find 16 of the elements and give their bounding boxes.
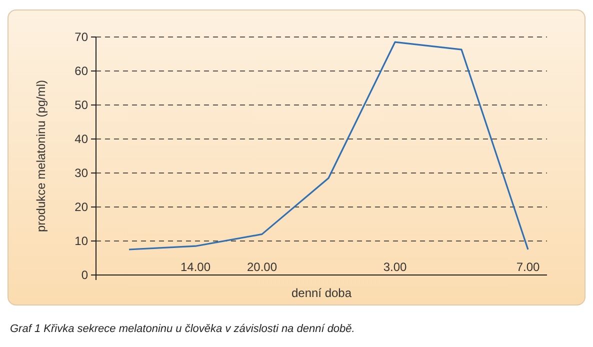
y-tick-label: 0 xyxy=(81,268,88,282)
line-series xyxy=(128,41,529,250)
y-tick-label: 20 xyxy=(74,200,88,214)
x-tick-label: 20.00 xyxy=(246,260,278,274)
y-tick-label: 40 xyxy=(74,132,88,146)
y-tick-label: 50 xyxy=(74,98,88,112)
y-tick-label: 60 xyxy=(74,64,88,78)
y-tick-label: 10 xyxy=(74,234,88,248)
y-tick-label: 70 xyxy=(74,30,88,44)
text: Graf 1 Křivka sekrece melatoninu u člověka v závislosti na denní době. xyxy=(10,323,355,335)
x-axis-title: denní doba xyxy=(291,286,352,300)
y-tick-label: 30 xyxy=(74,166,88,180)
x-tick-label: 14.00 xyxy=(180,260,211,274)
y-axis-title: produkce melatoninu (pg/ml) xyxy=(34,80,48,232)
x-tick-label: 3.00 xyxy=(383,260,407,274)
x-tick-label: 7.00 xyxy=(516,260,540,274)
